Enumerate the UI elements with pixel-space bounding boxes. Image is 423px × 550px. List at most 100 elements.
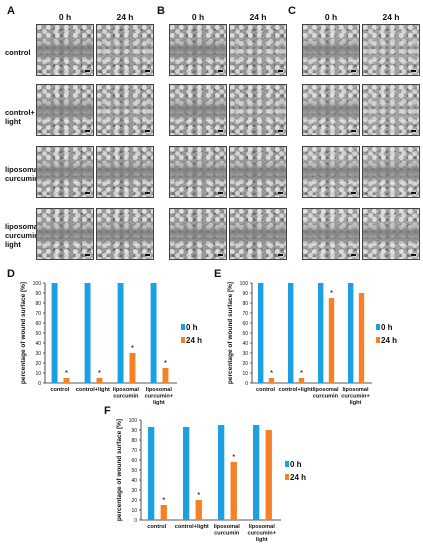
chart-f-significance-star: * [197, 491, 200, 500]
chart-e-y-axis-label: percentage of wound surface [%] [227, 282, 234, 384]
row-label-line: control [5, 48, 31, 57]
scale-bar [145, 254, 150, 256]
chart-f-bar-24h [160, 505, 167, 520]
row-label-line: curcumin+ [5, 231, 44, 240]
chart-e-category-label: liposomal [312, 387, 339, 393]
chart-d-y-tick-label: 10 [35, 371, 41, 377]
col-label-b-24h: 24 h [249, 12, 267, 22]
chart-d-bar-0h [84, 283, 91, 383]
micrograph-a-control-light-0h [36, 84, 94, 136]
chart-e-y-tick-label: 70 [242, 311, 248, 317]
scale-bar [278, 192, 283, 194]
chart-d-significance-star: * [98, 369, 101, 378]
chart-e-y-tick-label: 60 [242, 321, 248, 327]
chart-f-y-tick-label: 50 [131, 468, 137, 474]
chart-e-significance-star: * [300, 369, 303, 378]
micrograph-a-control-0h [36, 24, 94, 76]
chart-e-y-tick-label: 50 [242, 331, 248, 337]
panel-label-f: F [104, 405, 111, 417]
chart-e-y-tick-label: 100 [240, 281, 249, 287]
chart-f-legend-label: 24 h [290, 473, 306, 482]
chart-d-significance-star: * [131, 344, 134, 353]
micrograph-c-liposomal-curcumin-0h [302, 146, 360, 198]
chart-d-y-tick-label: 100 [33, 281, 42, 287]
scale-bar [85, 192, 90, 194]
chart-f-category-label: control+light [175, 524, 209, 530]
chart-f-legend-swatch [285, 461, 289, 467]
chart-f-y-tick-label: 90 [131, 428, 137, 434]
panel-label-d: D [7, 268, 15, 280]
chart-f-category-label: liposomal [214, 524, 241, 530]
col-label-a-0h: 0 h [58, 12, 72, 22]
scale-bar [145, 192, 150, 194]
scale-bar [411, 192, 416, 194]
scale-bar [218, 192, 223, 194]
chart-d-category-label: liposomal [113, 387, 140, 393]
row-label-line: light [5, 240, 21, 249]
chart-d-y-tick-label: 20 [35, 361, 41, 367]
chart-f-legend-label: 0 h [290, 460, 302, 469]
chart-f-bar-24h [195, 500, 202, 520]
chart-f-y-tick-label: 10 [131, 508, 137, 514]
chart-f-bar-24h [230, 462, 237, 520]
chart-f-bar-24h [265, 430, 272, 520]
scale-bar [278, 70, 283, 72]
scale-bar [218, 70, 223, 72]
chart-d-bar-0h [117, 283, 124, 383]
scale-bar [351, 192, 356, 194]
micrograph-c-liposomal-curcumin-light-24h [362, 208, 420, 260]
chart-f-y-axis-label: percentage of wound surface [%] [116, 419, 123, 521]
scale-bar [145, 70, 150, 72]
chart-f-y-tick-label: 30 [131, 488, 137, 494]
scale-bar [145, 130, 150, 132]
chart-f-significance-star: * [232, 453, 235, 462]
micrograph-a-liposomal-curcumin-0h [36, 146, 94, 198]
row-label-liposomal-curcumin: liposomal curcumin [5, 165, 75, 183]
row-label-line: light [5, 117, 21, 126]
micrograph-b-liposomal-curcumin-0h [169, 146, 227, 198]
chart-e-legend-swatch [376, 337, 380, 343]
scale-bar [351, 254, 356, 256]
chart-e-bar-0h [258, 283, 264, 383]
chart-d-y-tick-label: 60 [35, 321, 41, 327]
chart-f-bar-0h [218, 425, 225, 520]
row-label-control-light: control+ light [5, 108, 75, 126]
chart-d-y-tick-label: 80 [35, 301, 41, 307]
chart-d-bar-0h [150, 283, 157, 383]
micrograph-c-liposomal-curcumin-24h [362, 146, 420, 198]
row-label-line: liposomal [5, 222, 41, 231]
chart-f-legend-swatch [285, 474, 289, 480]
chart-d-y-tick-label: 50 [35, 331, 41, 337]
chart-e-category-label: control [256, 387, 275, 393]
chart-f-y-tick-label: 20 [131, 498, 137, 504]
row-label-control: control [5, 48, 75, 57]
chart-e-significance-star: * [270, 369, 273, 378]
chart-f-bar-0h [183, 427, 190, 520]
scale-bar [351, 130, 356, 132]
chart-e-y-tick-label: 80 [242, 301, 248, 307]
chart-f-y-tick-label: 80 [131, 438, 137, 444]
micrograph-b-liposomal-curcumin-light-24h [229, 208, 287, 260]
chart-d-significance-star: * [65, 369, 68, 378]
row-label-line: curcumin [5, 174, 39, 183]
row-label-line: liposomal [5, 165, 41, 174]
chart-e-bar-24h [298, 378, 305, 383]
chart-f-y-tick-label: 60 [131, 458, 137, 464]
chart-e-legend-label: 24 h [381, 336, 397, 345]
chart-d-y-axis-label: percentage of wound surface [%] [20, 282, 27, 384]
panel-label-b: B [157, 5, 165, 17]
micrograph-b-control-24h [229, 24, 287, 76]
col-label-c-0h: 0 h [324, 12, 338, 22]
micrograph-a-liposomal-curcumin-light-24h [96, 208, 154, 260]
panel-label-c: C [288, 5, 296, 17]
chart-f-significance-star: * [162, 496, 165, 505]
micrograph-b-control-light-0h [169, 84, 227, 136]
chart-e-bar-24h [328, 298, 335, 383]
chart-e-bar-24h [268, 378, 275, 383]
micrograph-c-control-light-0h [302, 84, 360, 136]
row-label-liposomal-curcumin-light: liposomal curcumin+ light [5, 222, 75, 249]
chart-d-y-tick-label: 70 [35, 311, 41, 317]
micrograph-c-liposomal-curcumin-light-0h [302, 208, 360, 260]
